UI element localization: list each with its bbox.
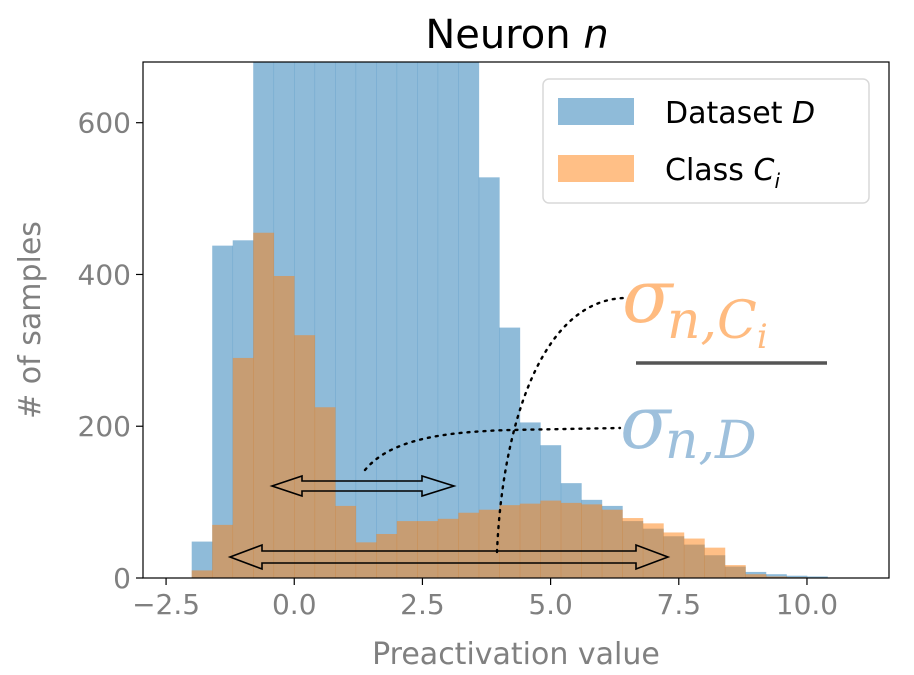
y-axis-ticks: 0 200 400 600 xyxy=(78,107,143,595)
dataset-bar xyxy=(212,245,234,578)
class-bar xyxy=(335,505,357,578)
dataset-bar xyxy=(765,574,787,578)
denominator-sigma: σ xyxy=(620,380,673,466)
class-series xyxy=(191,232,808,579)
class-bar xyxy=(458,512,480,578)
class-bar xyxy=(724,565,746,578)
class-bar xyxy=(232,357,254,578)
ratio-annotation: σ n,Ci σ n,D xyxy=(620,254,827,471)
dataset-bar xyxy=(191,541,213,578)
x-tick-label: 2.5 xyxy=(400,588,445,621)
numerator-subscript: n,Ci xyxy=(667,291,768,357)
class-bar xyxy=(355,542,377,578)
dataset-bar xyxy=(478,177,500,578)
class-bar xyxy=(663,532,685,578)
legend: Dataset D Class Ci xyxy=(542,78,870,204)
dataset-bar xyxy=(417,62,439,578)
class-spread-arrow xyxy=(269,474,457,498)
legend-swatch-class xyxy=(558,155,634,182)
class-bar xyxy=(376,533,398,578)
x-axis-ticks: −2.5 0.0 2.5 5.0 7.5 10.0 xyxy=(132,578,838,621)
legend-label-class: Class Ci xyxy=(665,153,780,193)
x-tick-label: 0.0 xyxy=(272,588,317,621)
class-bar xyxy=(396,521,418,578)
class-bar xyxy=(478,509,500,578)
legend-label-dataset: Dataset D xyxy=(665,96,815,131)
x-tick-label: 10.0 xyxy=(776,588,838,621)
class-bar xyxy=(273,275,295,578)
class-bar xyxy=(601,509,623,578)
class-bar xyxy=(745,574,767,578)
y-tick-label: 0 xyxy=(113,562,131,595)
numerator-sigma: σ xyxy=(622,254,675,340)
class-bar xyxy=(314,407,336,578)
class-bar xyxy=(622,518,644,578)
chart-title: Neuron n xyxy=(425,12,608,58)
class-bar xyxy=(191,570,213,578)
class-bar xyxy=(560,502,582,578)
x-axis-label: Preactivation value xyxy=(372,637,660,672)
class-bar xyxy=(253,232,275,579)
dataset-bar xyxy=(355,62,377,578)
dotted-connector-middle xyxy=(363,426,622,472)
dataset-bar xyxy=(458,62,480,578)
class-bar xyxy=(212,524,234,578)
dataset-bar xyxy=(786,575,808,578)
class-bar xyxy=(437,518,459,578)
y-axis-label: # of samples xyxy=(13,221,48,419)
dataset-bar xyxy=(437,62,459,578)
dataset-bar xyxy=(376,62,398,578)
dataset-bar xyxy=(396,62,418,578)
dataset-bar xyxy=(806,576,828,578)
class-bar xyxy=(294,335,316,578)
dataset-bar xyxy=(335,62,357,578)
y-tick-label: 600 xyxy=(78,107,131,140)
x-tick-label: 5.0 xyxy=(528,588,573,621)
denominator-subscript: n,D xyxy=(665,411,757,471)
class-bar xyxy=(704,547,726,578)
class-bar xyxy=(765,576,787,578)
class-bar xyxy=(417,521,439,578)
x-tick-label: 7.5 xyxy=(657,588,702,621)
class-bar xyxy=(581,504,603,578)
class-bar xyxy=(519,503,541,578)
class-bar xyxy=(683,538,705,578)
legend-swatch-dataset xyxy=(558,98,634,125)
y-tick-label: 200 xyxy=(78,410,131,443)
class-bar xyxy=(540,500,562,578)
y-tick-label: 400 xyxy=(78,258,131,291)
dotted-connector-top xyxy=(495,296,627,554)
class-bar xyxy=(499,505,521,578)
dataset-spread-arrow xyxy=(227,543,671,571)
x-tick-label: −2.5 xyxy=(132,588,200,621)
plot-frame xyxy=(142,61,890,579)
